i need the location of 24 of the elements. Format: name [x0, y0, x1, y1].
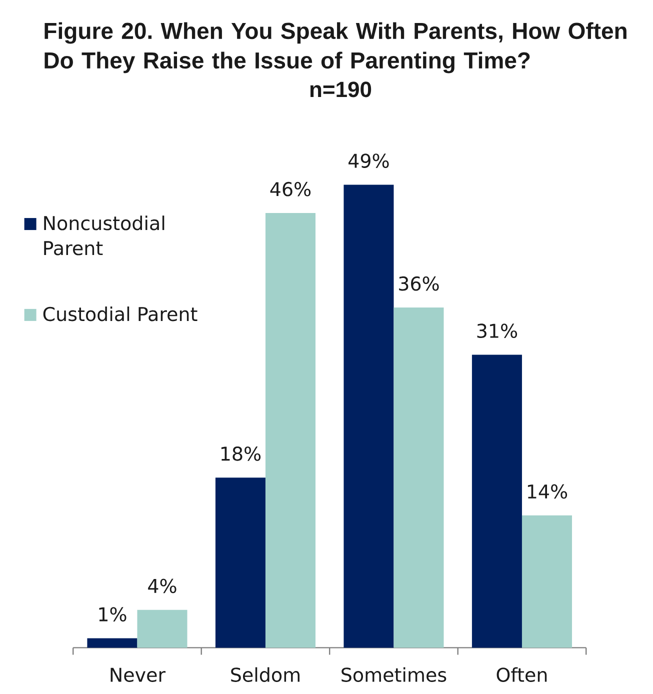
bar — [344, 184, 394, 648]
data-label: 46% — [270, 182, 311, 196]
x-tick-label: Often — [496, 667, 547, 682]
bar — [215, 478, 266, 648]
bar — [522, 515, 572, 648]
data-label: 31% — [477, 324, 518, 338]
bar — [87, 638, 138, 648]
legend-label: Custodial Parent — [43, 306, 198, 322]
data-label: 1% — [99, 607, 126, 622]
bar — [394, 308, 444, 648]
data-label: 49% — [348, 154, 389, 168]
legend-label: Noncustodial Parent — [44, 216, 164, 256]
data-label: 4% — [148, 578, 176, 594]
bar — [137, 610, 188, 648]
data-label: 14% — [528, 484, 568, 499]
bar — [472, 354, 522, 648]
data-label: 18% — [221, 446, 261, 461]
x-tick-label: Sometimes — [342, 667, 446, 682]
bar — [265, 213, 316, 648]
data-label: 36% — [399, 276, 439, 291]
x-tick-label: Never — [110, 668, 166, 682]
x-tick-label: Seldom — [231, 667, 300, 682]
chart-subtitle: n=190 — [310, 82, 372, 98]
chart-title: Figure 20. When You Speak With Parents, How Often Do They Raise the Issue of Parenting Time? — [44, 22, 626, 74]
